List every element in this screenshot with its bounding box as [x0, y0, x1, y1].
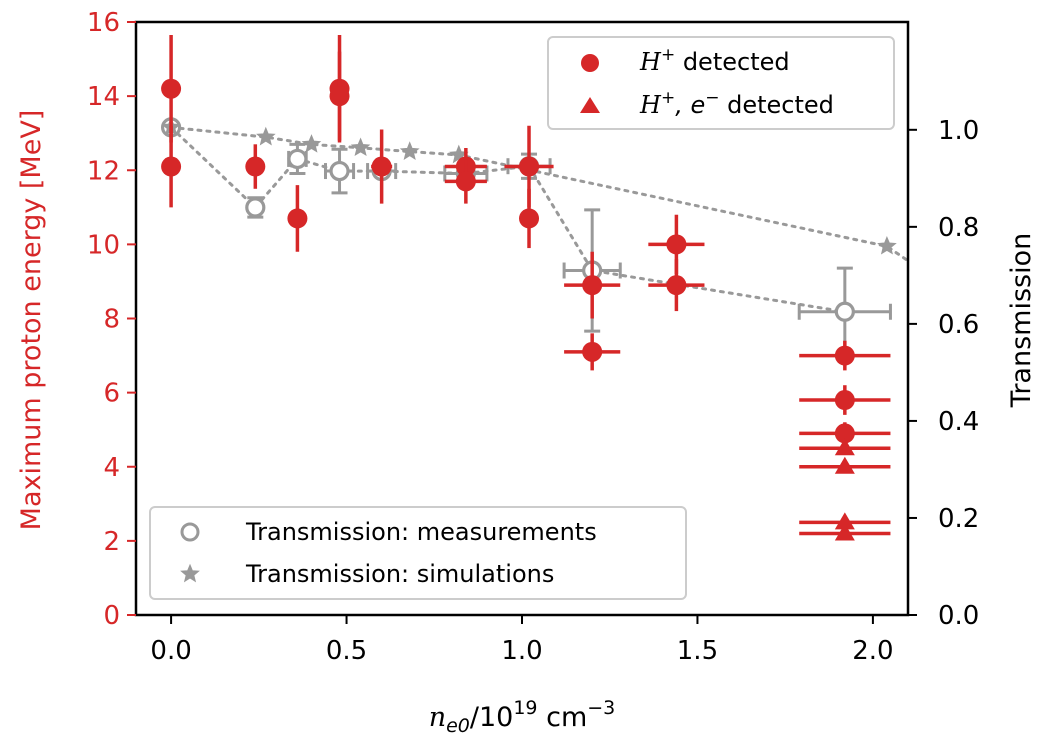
y-right-tick-label: 0.0: [938, 601, 979, 631]
he-point-1: [834, 456, 855, 474]
y-left-tick-label: 8: [103, 305, 120, 335]
x-tick-label: 0.5: [326, 636, 367, 666]
y-left-tick-label: 4: [103, 453, 120, 483]
h-point-9: [519, 156, 540, 177]
simulation-point-1: [256, 126, 276, 146]
y-left-tick-label: 6: [103, 379, 120, 409]
x-tick-label: 0.0: [150, 636, 191, 666]
measurement-line: [169, 125, 847, 314]
measurement-point-1: [245, 197, 266, 218]
h-point-10: [519, 208, 540, 229]
measurement-point-8: [834, 301, 855, 322]
x-tick-label: 1.0: [501, 636, 542, 666]
h-point-2: [245, 156, 266, 177]
he-point-0: [834, 438, 855, 456]
he-point-3: [834, 523, 855, 541]
y-left-tick-label: 16: [87, 8, 120, 38]
legend-marker-triangle: [580, 97, 600, 113]
h-point-5: [329, 86, 350, 107]
legend-transmission-frame: [149, 506, 687, 600]
h-point-0: [161, 78, 182, 99]
y-right-tick-label: 0.4: [938, 407, 979, 437]
simulation-line: [169, 125, 908, 263]
y-left-tick-label: 12: [87, 156, 120, 186]
measurement-point-2: [287, 148, 308, 170]
y-left-tick-label: 0: [103, 601, 120, 631]
legend-marker-star: [180, 563, 200, 583]
h-point-17: [834, 423, 855, 444]
simulation-point-3: [350, 137, 371, 157]
legend-transmission: Transmission: measurements Transmission:…: [149, 506, 687, 600]
legend-label-h-e-detected: H+, e− detected: [639, 88, 834, 119]
y-axis-right-label: Transmission: [1006, 233, 1037, 408]
h-point-6: [371, 156, 392, 177]
y-right-tick-label: 0.6: [938, 310, 979, 340]
simulation-point-2: [301, 134, 322, 153]
y-axis-left-label: Maximum proton energy [MeV]: [16, 110, 47, 531]
y-right-tick-label: 0.8: [938, 213, 979, 243]
legend-detection-frame: [547, 36, 895, 130]
simulation-point-6: [877, 235, 897, 255]
legend-detection: H+ detected H+, e− detected: [547, 36, 895, 130]
plot-area: [160, 34, 908, 541]
h-point-14: [666, 275, 687, 296]
measurement-point-3: [329, 160, 350, 182]
simulation-point-4: [399, 141, 420, 160]
y-left-tick-label: 2: [103, 527, 120, 557]
y-left-tick-label: 14: [87, 82, 120, 112]
h-point-8: [455, 171, 476, 192]
h-point-16: [834, 390, 855, 411]
x-tick-label: 2.0: [852, 636, 893, 666]
legend-label-measurements: Transmission: measurements: [245, 518, 597, 546]
h-point-12: [582, 341, 603, 362]
h-point-3: [287, 208, 308, 229]
legend-label-simulations: Transmission: simulations: [245, 560, 554, 588]
h-point-15: [834, 345, 855, 366]
h-point-11: [582, 275, 603, 296]
legend-marker-circle: [581, 54, 599, 72]
he-point-2: [834, 512, 855, 530]
h-point-1: [161, 156, 182, 177]
y-right-tick-label: 1.0: [938, 116, 979, 146]
legend-marker-open-circle: [180, 522, 200, 542]
x-axis-label: ne0/1019 cm−3: [429, 697, 616, 737]
y-left-tick-label: 10: [87, 230, 120, 260]
x-tick-label: 1.5: [677, 636, 718, 666]
axes: 0.0 0.5 1.0 1.5 2.0 0 2 4 6 8 10 12 14 16 0.0 0.2 0.4 0.6…: [87, 8, 979, 666]
y-right-tick-label: 0.2: [938, 504, 979, 534]
legend-label-h-detected: H+ detected: [639, 45, 790, 76]
h-point-13: [666, 234, 687, 255]
